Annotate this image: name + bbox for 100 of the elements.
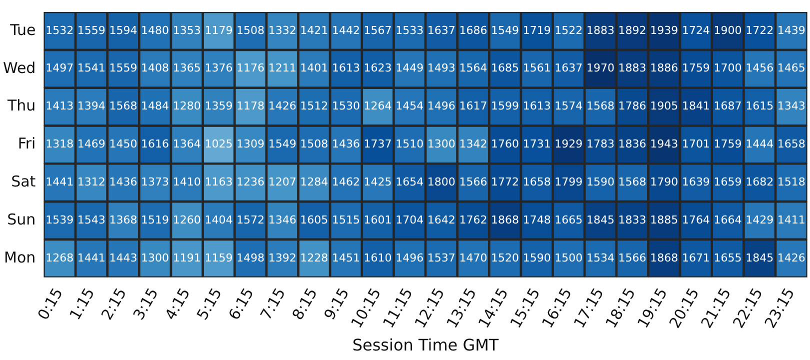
- data-label: 1264: [364, 100, 392, 113]
- data-label: 1191: [172, 251, 201, 264]
- x-axis-title: Session Time GMT: [352, 336, 499, 355]
- data-label: 1534: [586, 251, 614, 264]
- data-label: 1883: [618, 62, 646, 75]
- data-label: 1236: [236, 175, 265, 188]
- data-label: 1564: [459, 62, 488, 75]
- data-label: 1436: [109, 175, 138, 188]
- data-label: 1510: [396, 138, 424, 151]
- data-label: 1444: [746, 138, 774, 151]
- data-label: 1559: [77, 24, 106, 37]
- data-label: 1623: [364, 62, 392, 75]
- data-label: 1939: [650, 24, 678, 37]
- data-label: 1508: [236, 24, 265, 37]
- data-label: 1671: [682, 251, 710, 264]
- data-label: 1568: [586, 100, 614, 113]
- y-tick-label: Sat: [11, 172, 36, 190]
- data-label: 1704: [396, 213, 424, 226]
- data-label: 1441: [46, 175, 74, 188]
- data-label: 1970: [586, 62, 614, 75]
- data-label: 1410: [172, 175, 201, 188]
- y-tick-label: Fri: [18, 134, 36, 153]
- data-label: 1318: [46, 138, 74, 151]
- data-label: 1845: [586, 213, 614, 226]
- data-label: 1566: [618, 251, 646, 264]
- data-label: 1539: [46, 213, 74, 226]
- data-label: 1163: [204, 175, 233, 188]
- data-label: 1685: [491, 62, 520, 75]
- data-label: 1599: [491, 100, 520, 113]
- data-label: 1532: [46, 24, 74, 37]
- data-label: 1772: [491, 175, 520, 188]
- data-label: 1465: [777, 62, 806, 75]
- data-label: 1886: [650, 62, 678, 75]
- data-label: 1480: [141, 24, 170, 37]
- data-label: 1179: [204, 24, 233, 37]
- data-label: 1610: [364, 251, 392, 264]
- data-label: 1637: [427, 24, 456, 37]
- data-label: 1512: [300, 100, 328, 113]
- data-label: 1786: [618, 100, 646, 113]
- data-label: 1394: [77, 100, 106, 113]
- data-label: 1404: [204, 213, 233, 226]
- data-label: 1654: [396, 175, 424, 188]
- data-label: 1665: [554, 213, 583, 226]
- data-label: 1496: [427, 100, 456, 113]
- data-label: 1759: [714, 138, 742, 151]
- data-label: 1799: [554, 175, 583, 188]
- data-label: 1211: [268, 62, 296, 75]
- y-tick-label: Mon: [4, 248, 36, 266]
- data-label: 1800: [427, 175, 456, 188]
- data-label: 1425: [364, 175, 392, 188]
- data-label: 1176: [236, 62, 265, 75]
- data-label: 1783: [586, 138, 614, 151]
- data-label: 1519: [141, 213, 170, 226]
- data-label: 1436: [332, 138, 360, 151]
- data-label: 1376: [204, 62, 233, 75]
- data-label: 1442: [332, 24, 360, 37]
- data-label: 1426: [777, 251, 806, 264]
- data-label: 1518: [777, 175, 806, 188]
- data-label: 1790: [650, 175, 678, 188]
- data-label: 1639: [682, 175, 710, 188]
- data-label: 1905: [650, 100, 678, 113]
- data-label: 1493: [427, 62, 456, 75]
- data-label: 1617: [459, 100, 488, 113]
- data-label: 1359: [204, 100, 233, 113]
- data-label: 1280: [172, 100, 201, 113]
- data-label: 1343: [777, 100, 806, 113]
- data-label: 1346: [268, 213, 296, 226]
- data-label: 1590: [586, 175, 614, 188]
- data-label: 1722: [746, 24, 774, 37]
- data-label: 1365: [172, 62, 201, 75]
- data-label: 1594: [109, 24, 138, 37]
- data-label: 1764: [682, 213, 710, 226]
- data-label: 1392: [268, 251, 296, 264]
- data-label: 1929: [554, 138, 583, 151]
- data-label: 1368: [109, 213, 138, 226]
- data-label: 1833: [618, 213, 646, 226]
- data-label: 1759: [682, 62, 710, 75]
- data-label: 1664: [714, 213, 742, 226]
- data-label: 1642: [427, 213, 456, 226]
- data-label: 1943: [650, 138, 678, 151]
- data-label: 1731: [522, 138, 551, 151]
- data-label: 1025: [204, 138, 233, 151]
- y-tick-label: Thu: [6, 96, 36, 115]
- data-label: 1462: [332, 175, 360, 188]
- data-label: 1300: [141, 251, 170, 264]
- data-label: 1439: [777, 24, 806, 37]
- data-label: 1845: [746, 251, 774, 264]
- data-label: 1332: [268, 24, 296, 37]
- data-label: 1700: [714, 62, 742, 75]
- data-label: 1590: [522, 251, 551, 264]
- data-label: 1515: [332, 213, 360, 226]
- data-label: 1559: [109, 62, 138, 75]
- data-label: 1748: [522, 213, 551, 226]
- data-label: 1497: [46, 62, 74, 75]
- data-label: 1616: [141, 138, 170, 151]
- data-label: 1178: [236, 100, 265, 113]
- data-label: 1682: [746, 175, 774, 188]
- data-label: 1401: [300, 62, 328, 75]
- data-label: 1885: [650, 213, 678, 226]
- data-label: 1659: [714, 175, 742, 188]
